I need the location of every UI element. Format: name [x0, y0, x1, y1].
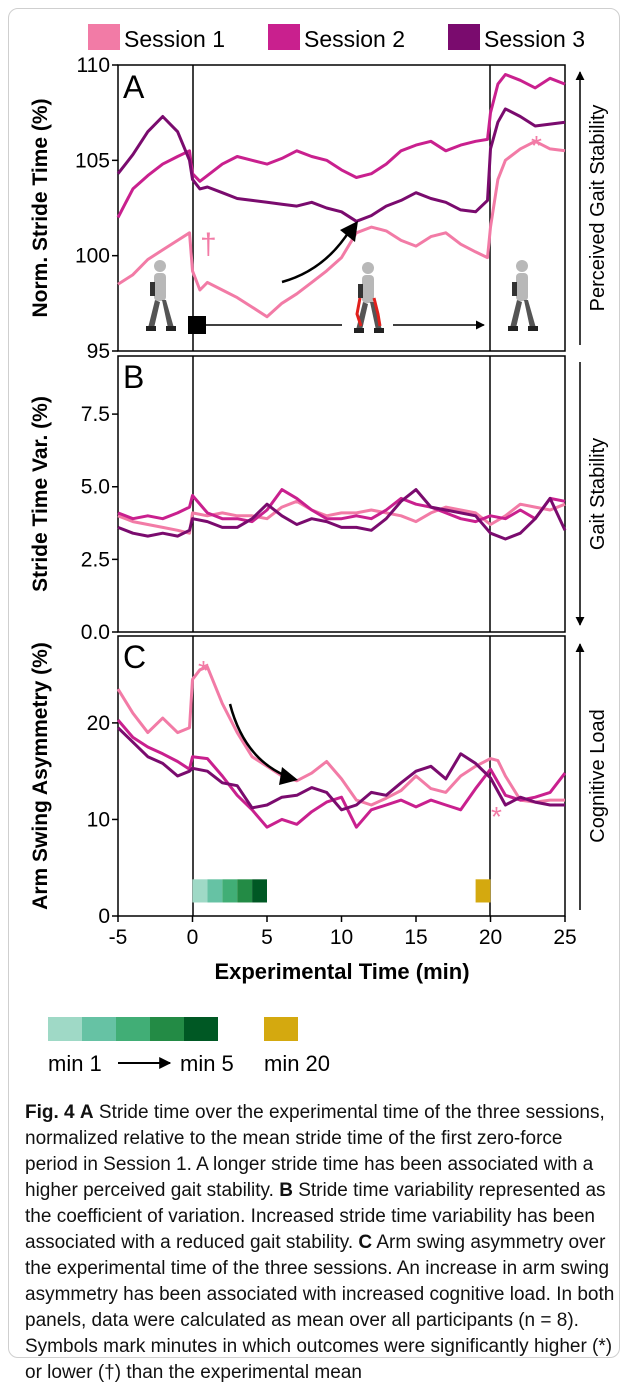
- legend-swatch-session-1: [88, 24, 120, 50]
- curved-arrow-a-head: [340, 221, 358, 242]
- walker-figure-icon: [146, 260, 176, 331]
- x-tick-label: -5: [109, 926, 128, 949]
- x-tick-label: 5: [261, 926, 273, 949]
- dagger-marker: †: [200, 228, 217, 261]
- panel-c-frame: [117, 635, 566, 917]
- key-green-swatch-1: [48, 1017, 82, 1041]
- y-tick-label: 7.5: [81, 403, 110, 426]
- y-tick-label: 0.0: [81, 621, 110, 644]
- panel-a-ylabel: Norm. Stride Time (%): [29, 99, 52, 318]
- panel-a-series-line-3: [116, 107, 566, 223]
- caption-fig-label: Fig. 4: [25, 1102, 75, 1123]
- key-min20-label: min 20: [264, 1051, 330, 1076]
- caption-part-b-letter: B: [279, 1180, 293, 1201]
- legend-label-session-2: Session 2: [304, 26, 405, 52]
- key-green-swatch-3: [116, 1017, 150, 1041]
- legend-label-session-1: Session 1: [124, 26, 225, 52]
- key-green-swatch-5: [184, 1017, 218, 1041]
- x-tick-label: 20: [479, 926, 502, 949]
- panel-c-ylabel: Arm Swing Asymmetry (%): [29, 642, 52, 910]
- minute-marker-4: [237, 879, 253, 903]
- y-tick-label: 0: [98, 905, 110, 928]
- side-annotations: Perceived Gait Stability Gait Stability …: [575, 71, 609, 910]
- x-tick-label: 10: [330, 926, 353, 949]
- x-tick-label: 0: [187, 926, 199, 949]
- caption-part-b: Stride time variability represented as t…: [25, 1180, 606, 1253]
- star-marker-c2: *: [491, 801, 502, 832]
- panel-c-series-line-3: [116, 726, 565, 812]
- legend: Session 1 Session 2 Session 3: [88, 24, 585, 52]
- star-marker-c1: *: [198, 655, 209, 686]
- minute-marker-5: [252, 879, 267, 903]
- minute-markers: [192, 879, 491, 903]
- minute-marker-20: [475, 879, 491, 903]
- caption-text: Fig. 4 A Stride time over the experiment…: [25, 1100, 615, 1386]
- minute-marker-2: [207, 879, 223, 903]
- panel-a-annotations: † *: [146, 130, 542, 334]
- panel-a-y-ticks: 95 100 105 110: [75, 54, 118, 363]
- curved-arrow-a: [281, 229, 352, 284]
- caption-part-c: Arm swing asymmetry over the experimenta…: [25, 1232, 615, 1383]
- y-tick-label: 20: [87, 712, 110, 735]
- y-tick-label: 5.0: [81, 476, 110, 499]
- panel-a-series-line-1: [117, 139, 566, 319]
- figure-frame: [8, 8, 620, 1358]
- curved-arrow-c: [228, 703, 287, 778]
- y-tick-label: 105: [75, 149, 110, 172]
- y-tick-label: 2.5: [81, 548, 110, 571]
- panel-b-series-line-2: [117, 488, 566, 524]
- key-green-swatch-4: [150, 1017, 184, 1041]
- panel-a-letter: A: [123, 69, 145, 105]
- caption-part-a-letter: A: [79, 1102, 94, 1123]
- x-axis-label: Experimental Time (min): [214, 959, 469, 984]
- start-square-marker: [188, 316, 206, 334]
- key-min20-swatch: [264, 1017, 298, 1041]
- key-min1-label: min 1: [48, 1051, 102, 1076]
- x-axis-ticks: -5 0 5 10 15 20 25: [109, 916, 577, 949]
- panel-b-series: [117, 488, 567, 541]
- panel-b-side-label: Gait Stability: [587, 438, 609, 550]
- figure-chart: Session 1 Session 2 Session 3 A B C Norm…: [29, 24, 609, 1076]
- panel-c-letter: C: [123, 639, 146, 675]
- panel-a-series: [116, 73, 566, 319]
- panel-b-y-ticks: 0.0 2.5 5.0 7.5: [81, 403, 118, 644]
- minute-marker-3: [222, 879, 238, 903]
- panel-c-series-line-1: [116, 665, 565, 807]
- caption-part-a: Stride time over the experimental time o…: [25, 1102, 605, 1201]
- y-tick-label: 10: [87, 808, 110, 831]
- panel-c-side-label: Cognitive Load: [587, 709, 609, 842]
- panel-b-letter: B: [123, 359, 144, 395]
- color-key: [48, 1017, 298, 1041]
- panel-c-annotations: * *: [192, 655, 502, 903]
- x-tick-label: 15: [404, 926, 427, 949]
- panel-a-frame: [117, 64, 566, 352]
- x-tick-label: 25: [553, 926, 576, 949]
- exoskeleton-walker-icon: [354, 262, 384, 333]
- legend-swatch-session-2: [268, 24, 300, 50]
- panel-b-series-line-3: [117, 488, 567, 541]
- legend-swatch-session-3: [448, 24, 480, 50]
- caption-part-c-letter: C: [358, 1232, 373, 1253]
- y-tick-label: 95: [87, 340, 110, 363]
- legend-label-session-3: Session 3: [484, 26, 585, 52]
- y-tick-label: 100: [75, 245, 110, 268]
- minute-marker-1: [192, 879, 208, 903]
- curved-arrow-c-head: [279, 767, 298, 785]
- y-tick-label: 110: [77, 54, 110, 77]
- key-min5-label: min 5: [180, 1051, 234, 1076]
- panel-b-frame: [117, 355, 566, 633]
- panel-c-y-ticks: 0 10 20: [87, 712, 118, 928]
- walker-figure-icon-end: [508, 260, 538, 331]
- panel-c-series: [116, 665, 567, 829]
- panel-b-ylabel: Stride Time Var. (%): [29, 396, 52, 592]
- key-green-swatch-2: [82, 1017, 116, 1041]
- panel-a-side-label: Perceived Gait Stability: [587, 105, 609, 312]
- figure-caption: Fig. 4 A Stride time over the experiment…: [25, 1100, 615, 1386]
- star-marker-a: *: [531, 130, 542, 161]
